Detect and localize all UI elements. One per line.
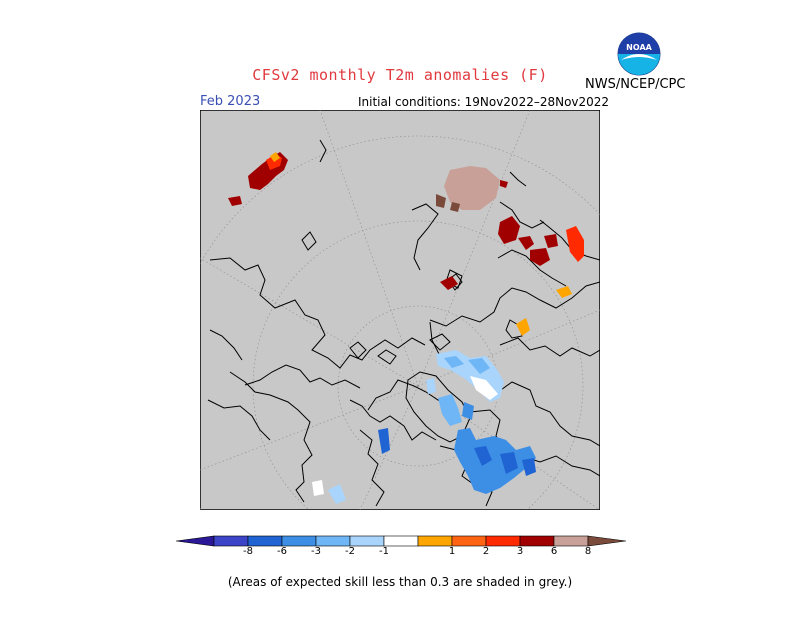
colorbar-arrow-low [176,535,215,547]
colorbar-tick-label: 3 [516,546,524,557]
colorbar-bin [315,535,351,547]
colorbar-bin [451,535,487,547]
colorbar-tick-label: 2 [482,546,490,557]
colorbar-tick-label: -2 [345,546,355,557]
target-month: Feb 2023 [200,94,261,109]
cold-anomaly-patches [312,350,536,504]
colorbar-tick-label: -3 [311,546,321,557]
map-title: CFSv2 monthly T2m anomalies (F) [252,66,548,84]
skill-footnote: (Areas of expected skill less than 0.3 a… [227,575,573,589]
colorbar-bin [383,535,419,547]
colorbar-tick-label: -6 [277,546,287,557]
colorbar-bin [417,535,453,547]
warm-anomaly-patches [228,152,584,392]
colorbar-bin [553,535,589,547]
logo-text: NOAA [626,43,652,52]
colorbar-tick-label: 1 [448,546,456,557]
colorbar-bin [349,535,385,547]
colorbar-tick-label: -1 [379,546,389,557]
colorbar-tick-label: -8 [243,546,253,557]
colorbar-bin [485,535,521,547]
colorbar-tick-label: 8 [584,546,592,557]
colorbar-bin [213,535,249,547]
colorbar-bin [247,535,283,547]
colorbar-bin [519,535,555,547]
colorbar-bin [281,535,317,547]
noaa-logo-icon: NOAA [617,32,661,76]
agency-label: NWS/NCEP/CPC [585,77,686,92]
colorbar-tick-label: 6 [550,546,558,557]
polar-map [200,110,600,510]
coastlines [207,139,600,507]
colorbar [176,535,626,547]
initial-conditions: Initial conditions: 19Nov2022–28Nov2022 [358,95,610,109]
colorbar-arrow-high [587,535,626,547]
